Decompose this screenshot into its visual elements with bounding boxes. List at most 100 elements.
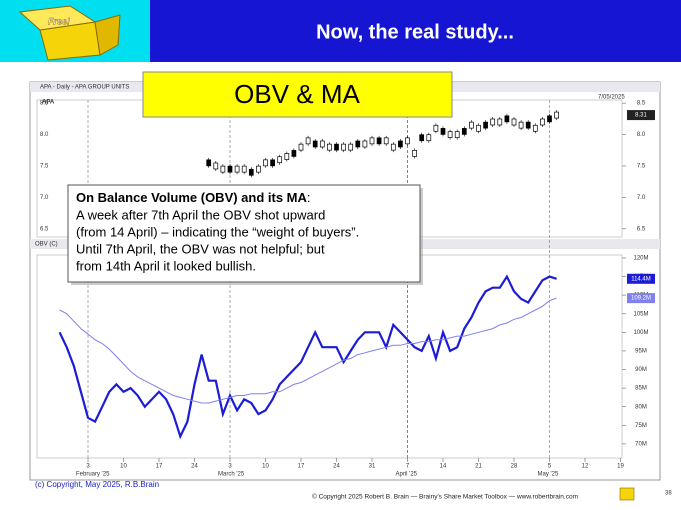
candle — [511, 118, 517, 126]
candle — [284, 153, 290, 160]
candle — [369, 137, 375, 145]
slide-title: Now, the real study... — [316, 21, 514, 43]
candle — [483, 121, 488, 129]
candle — [547, 115, 552, 123]
candle — [362, 140, 368, 148]
candle — [554, 111, 559, 119]
y-tick-label: 8.0 — [637, 132, 646, 138]
callout-line: from 14th April it looked bullish. — [76, 258, 256, 273]
month-label: March '25 — [218, 472, 245, 478]
last-value-badge — [627, 110, 655, 121]
candle — [419, 134, 425, 142]
window-title: APA - Daily - APA GROUP UNITS — [40, 85, 129, 91]
label-box — [142, 71, 453, 118]
candle — [213, 162, 219, 170]
x-tick-label: 12 — [582, 464, 589, 470]
candle — [469, 121, 474, 129]
candle — [319, 140, 325, 148]
candle — [376, 137, 382, 145]
window-date: 7/05/2025 — [598, 95, 625, 101]
logo: Free! — [18, 5, 121, 61]
y-tick-label: 75M — [635, 423, 647, 429]
footer: © Copyright 2025 Robert B. Brain — Brain… — [312, 493, 578, 501]
label-text: OBV & MA — [234, 79, 360, 109]
series-line — [58, 274, 557, 440]
y-tick-label: 8.5 — [40, 101, 49, 107]
candle — [383, 137, 389, 145]
y-tick-label: 7.5 — [40, 164, 49, 170]
y-tick-label: 95M — [635, 349, 647, 355]
y-tick-label: 8.0 — [40, 132, 49, 138]
candle — [348, 143, 354, 151]
candle — [234, 165, 240, 173]
x-tick-label: 7 — [406, 464, 410, 470]
heading-text: On Balance Volume (OBV) and its MA — [76, 190, 308, 205]
y-tick-label: 6.5 — [40, 226, 49, 232]
candle — [270, 159, 275, 167]
x-tick-label: 17 — [156, 464, 163, 470]
candle — [206, 159, 212, 167]
candle — [312, 140, 318, 148]
candle — [433, 124, 439, 132]
candle — [305, 137, 311, 145]
x-tick-label: 3 — [86, 464, 90, 470]
candle — [412, 150, 417, 157]
candle — [532, 124, 538, 132]
last-value-label: 109.2M — [631, 296, 651, 302]
x-tick-label: 10 — [120, 464, 127, 470]
candle — [398, 140, 403, 148]
y-tick-label: 7.0 — [637, 195, 646, 201]
candle — [490, 118, 496, 126]
last-value-badge — [627, 293, 655, 304]
x-tick-label: 31 — [369, 464, 376, 470]
x-tick-label: 5 — [548, 464, 552, 470]
candle — [220, 165, 226, 173]
x-tick-label: 10 — [262, 464, 269, 470]
candle — [241, 165, 247, 173]
candle — [248, 168, 254, 176]
month-label: April '25 — [396, 472, 418, 478]
y-tick-label: 120M — [633, 256, 648, 262]
candle — [447, 131, 453, 138]
candle — [518, 121, 524, 129]
candle — [277, 156, 283, 164]
y-tick-label: 85M — [635, 386, 647, 392]
last-value-label: 8.31 — [635, 113, 647, 119]
month-label: May '25 — [538, 472, 559, 478]
page-number: 38 — [665, 491, 672, 497]
candle — [476, 124, 481, 132]
callout-line: Until 7th April, the OBV was not helpful… — [76, 241, 325, 256]
candle — [540, 118, 545, 126]
y-tick-label: 7.0 — [40, 195, 49, 201]
callout-box — [67, 184, 421, 283]
logo-text: Free! — [48, 16, 70, 26]
series-line — [59, 297, 557, 404]
candle — [355, 140, 361, 148]
candle — [497, 118, 503, 126]
x-tick-label: 19 — [617, 464, 624, 470]
title-banner — [150, 0, 681, 62]
footer-logo — [619, 487, 635, 501]
candle — [334, 143, 339, 151]
candle — [525, 121, 531, 129]
y-tick-label: 90M — [635, 367, 647, 373]
x-tick-label: 21 — [475, 464, 482, 470]
copyright: (c) Copyright, May 2025, R.B.Brain — [35, 480, 159, 489]
callout-line: (from 14 April) – indicating the “weight… — [76, 224, 359, 239]
last-value-badge — [627, 273, 655, 284]
candle — [440, 128, 446, 135]
month-label: February '25 — [76, 472, 110, 478]
legend-entry: APA — [42, 100, 55, 106]
candle — [390, 143, 396, 151]
x-tick-label: 28 — [511, 464, 518, 470]
candle — [298, 143, 304, 151]
heading-suffix: : — [307, 190, 311, 205]
candle — [327, 143, 332, 151]
y-tick-label: 100M — [633, 330, 648, 336]
last-value-label: 114.4M — [631, 276, 651, 282]
candle — [227, 165, 233, 173]
y-tick-label: 105M — [633, 311, 648, 317]
candle — [426, 134, 432, 142]
callout-line: A week after 7th April the OBV shot upwa… — [76, 207, 325, 222]
